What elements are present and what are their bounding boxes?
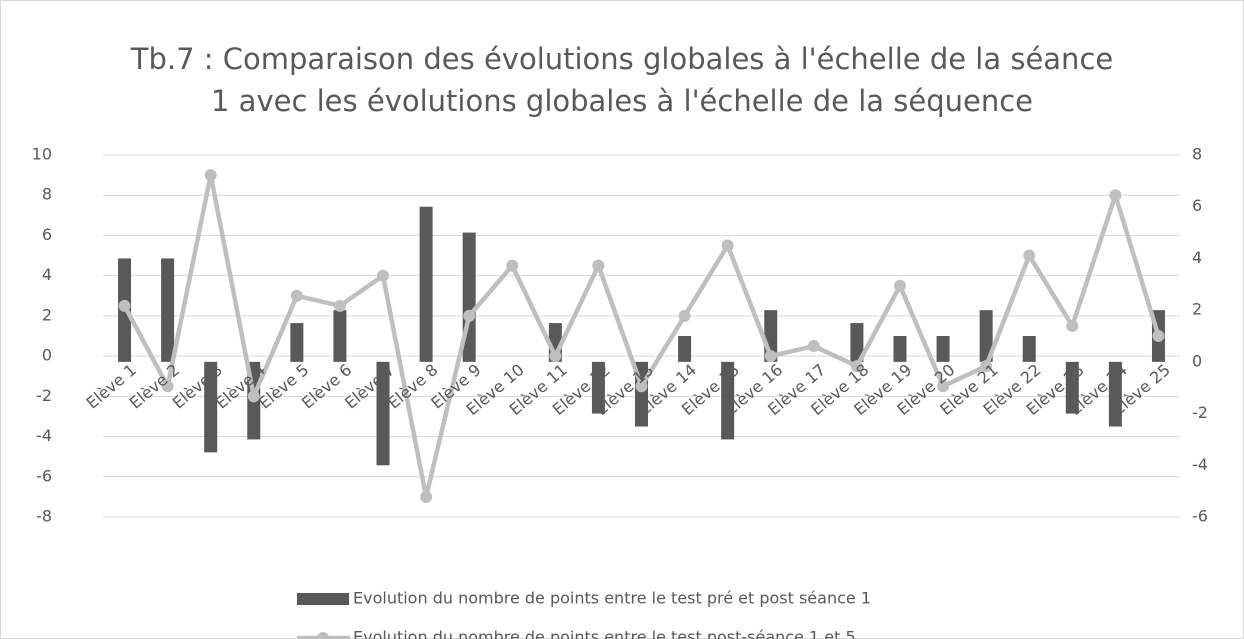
y2-tick-label: -2 bbox=[1192, 403, 1208, 422]
line-marker bbox=[592, 259, 605, 272]
line-marker bbox=[980, 360, 993, 373]
line-marker bbox=[1023, 249, 1036, 262]
y-tick-label: -6 bbox=[36, 466, 52, 485]
y2-tick-label: -6 bbox=[1192, 507, 1208, 526]
y2-tick-label: 8 bbox=[1192, 145, 1202, 164]
bar bbox=[893, 336, 907, 362]
bar bbox=[721, 361, 735, 440]
bar bbox=[1065, 361, 1079, 414]
bar bbox=[1022, 336, 1036, 362]
line-marker bbox=[1109, 189, 1122, 202]
line-marker bbox=[721, 239, 734, 252]
line-marker bbox=[850, 360, 863, 373]
line-marker bbox=[893, 279, 906, 292]
bar bbox=[850, 323, 864, 362]
y2-tick-label: 4 bbox=[1192, 248, 1202, 267]
y-tick-label: -8 bbox=[36, 507, 52, 526]
line-marker bbox=[161, 380, 174, 393]
bar bbox=[591, 361, 605, 414]
chart-title: Tb.7 : Comparaison des évolutions global… bbox=[130, 42, 1114, 118]
y-tick-label: 8 bbox=[42, 185, 52, 204]
line-marker bbox=[807, 340, 820, 353]
y2-tick-label: -4 bbox=[1192, 455, 1208, 474]
y-tick-label: 0 bbox=[42, 346, 52, 365]
bar bbox=[333, 310, 347, 362]
line-marker bbox=[506, 259, 519, 272]
legend-label: Evolution du nombre de points entre le t… bbox=[353, 628, 856, 639]
line-marker bbox=[937, 380, 950, 393]
line-marker bbox=[204, 169, 217, 182]
bar bbox=[678, 336, 692, 362]
line-marker bbox=[764, 350, 777, 363]
line-marker bbox=[635, 380, 648, 393]
bar bbox=[161, 258, 175, 362]
legend-label: Evolution du nombre de points entre le t… bbox=[353, 589, 871, 608]
bar bbox=[204, 361, 218, 453]
y-tick-label: -2 bbox=[36, 386, 52, 405]
legend-swatch bbox=[317, 632, 329, 639]
y2-tick-label: 0 bbox=[1192, 351, 1202, 370]
bar bbox=[936, 336, 950, 362]
y2-tick-label: 6 bbox=[1192, 196, 1202, 215]
line-marker bbox=[1066, 319, 1079, 332]
y-tick-label: 10 bbox=[32, 145, 52, 164]
bar bbox=[290, 323, 304, 362]
line-marker bbox=[247, 390, 260, 403]
y-tick-label: 2 bbox=[42, 305, 52, 324]
bar bbox=[979, 310, 993, 362]
line-marker bbox=[377, 269, 390, 282]
line-marker bbox=[118, 299, 131, 312]
line-marker bbox=[463, 309, 476, 322]
y-tick-label: 4 bbox=[42, 265, 52, 284]
y-tick-label: 6 bbox=[42, 225, 52, 244]
line-marker bbox=[678, 309, 691, 322]
line-marker bbox=[290, 289, 303, 302]
legend-swatch bbox=[297, 593, 349, 605]
line-marker bbox=[420, 490, 433, 503]
line-marker bbox=[549, 350, 562, 363]
y2-tick-label: 2 bbox=[1192, 300, 1202, 319]
bar bbox=[376, 361, 390, 466]
line-marker bbox=[1152, 330, 1165, 342]
bar bbox=[1108, 361, 1122, 427]
y-tick-label: -4 bbox=[36, 426, 52, 445]
bar bbox=[419, 206, 433, 362]
line-marker bbox=[333, 299, 346, 312]
